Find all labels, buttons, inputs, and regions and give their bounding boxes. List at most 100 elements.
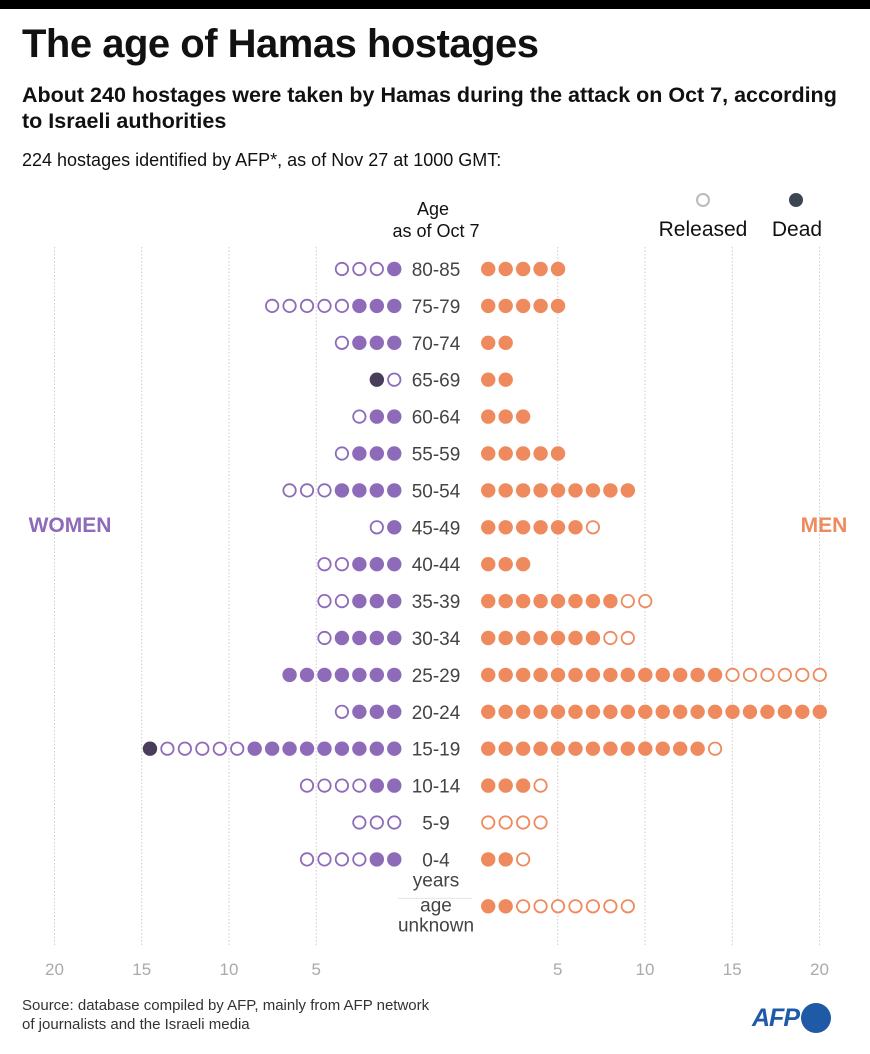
category-label: 35-39 — [412, 592, 461, 613]
men-dot-released — [603, 630, 618, 646]
category-label: 20-24 — [412, 703, 461, 724]
women-dot-held — [387, 446, 402, 461]
women-dot-held — [352, 741, 367, 756]
row-5-9: 5-9 — [352, 814, 548, 835]
women-dot-released — [282, 483, 297, 498]
category-label: 65-69 — [412, 371, 461, 392]
women-dot-released — [334, 704, 350, 719]
men-dot-held — [655, 704, 670, 719]
men-dot-held — [638, 667, 653, 683]
men-dot-released — [481, 815, 496, 830]
women-dot-released — [369, 815, 384, 830]
men-dot-held — [603, 704, 618, 719]
women-dot-released — [195, 741, 210, 756]
men-dot-held — [690, 667, 705, 683]
top-bar — [0, 0, 870, 9]
chart-subtitle: About 240 hostages were taken by Hamas d… — [22, 83, 837, 133]
men-dot-held — [481, 899, 496, 914]
men-dot-released — [533, 778, 548, 793]
category-label: 0-4 — [422, 850, 450, 871]
category-label: 75-79 — [412, 297, 461, 318]
women-dot-released — [317, 593, 332, 609]
men-dot-held — [638, 741, 653, 756]
men-dot-held — [515, 557, 531, 572]
men-dot-held — [655, 667, 670, 683]
women-dot-released — [317, 852, 332, 867]
men-dot-held — [481, 261, 496, 277]
men-dot-held — [515, 741, 531, 756]
men-dot-released — [585, 520, 601, 535]
women-dot-held — [369, 409, 385, 424]
men-dot-held — [515, 298, 531, 314]
category-label: 50-54 — [412, 481, 461, 502]
row-60-64: 60-64 — [352, 408, 531, 429]
men-dot-held — [585, 593, 601, 609]
women-dot-held — [387, 298, 402, 314]
men-dot-held — [585, 630, 601, 646]
women-dot-released — [334, 335, 350, 350]
women-dot-released — [317, 483, 332, 498]
women-dot-held — [282, 667, 297, 683]
rows: 80-85 75-79 70-74 65-69 60-64 55-59 50-54 45-49… — [142, 260, 827, 936]
women-dot-held — [387, 483, 402, 498]
source-note: Source: database compiled by AFP, mainly… — [22, 996, 429, 1034]
men-dot-held — [533, 630, 548, 646]
women-dot-held — [299, 741, 315, 756]
women-dot-released — [299, 852, 315, 867]
row-65-69: 65-69 — [369, 371, 513, 392]
men-dot-held — [481, 630, 496, 646]
women-dot-held — [334, 630, 350, 646]
men-dot-held — [498, 483, 513, 498]
women-dot-held — [387, 667, 402, 683]
women-dot-held — [369, 557, 385, 572]
category-header-line1: Age — [417, 199, 449, 219]
women-dot-released — [352, 778, 367, 793]
men-dot-held — [550, 741, 566, 756]
men-dot-held — [533, 446, 548, 461]
women-dot-released — [334, 778, 350, 793]
men-dot-held — [481, 778, 496, 793]
women-dot-held — [387, 852, 402, 867]
legend: Released Dead — [659, 193, 822, 241]
men-dot-held — [603, 741, 618, 756]
men-dot-released — [707, 741, 723, 756]
men-dot-held — [760, 704, 775, 719]
men-dot-held — [498, 899, 513, 914]
women-dot-released — [334, 446, 350, 461]
women-dot-released — [299, 298, 315, 314]
men-dot-held — [550, 593, 566, 609]
women-dot-released — [369, 261, 384, 277]
women-dot-released — [177, 741, 192, 756]
men-dot-held — [533, 593, 548, 609]
men-dot-held — [481, 483, 496, 498]
men-dot-held — [498, 335, 513, 350]
category-label: 55-59 — [412, 445, 461, 466]
men-dot-held — [620, 741, 636, 756]
women-dot-dead — [369, 372, 385, 387]
x-tick-men-5: 5 — [553, 960, 562, 979]
row-50-54: 50-54 — [282, 481, 636, 502]
women-dot-held — [387, 778, 402, 793]
category-label: 70-74 — [412, 334, 461, 355]
legend-dead-marker — [789, 193, 803, 207]
row-40-44: 40-44 — [317, 555, 531, 576]
women-dot-released — [369, 520, 384, 535]
women-dot-held — [317, 741, 332, 756]
men-dot-held — [481, 409, 496, 424]
category-sublabel: years — [413, 870, 459, 891]
men-dot-held — [568, 483, 583, 498]
row-75-79: 75-79 — [265, 297, 566, 318]
men-dot-held — [515, 630, 531, 646]
women-dot-released — [317, 778, 332, 793]
men-dot-held — [585, 741, 601, 756]
men-dot-held — [550, 261, 566, 277]
afp-logo-circle-icon — [801, 1003, 831, 1033]
women-dot-held — [334, 741, 350, 756]
men-dot-held — [515, 261, 531, 277]
category-label: 25-29 — [412, 666, 461, 687]
women-dot-held — [352, 335, 367, 350]
men-dot-held — [515, 446, 531, 461]
women-dot-held — [369, 298, 385, 314]
men-dot-held — [481, 446, 496, 461]
category-label: age — [420, 895, 452, 916]
